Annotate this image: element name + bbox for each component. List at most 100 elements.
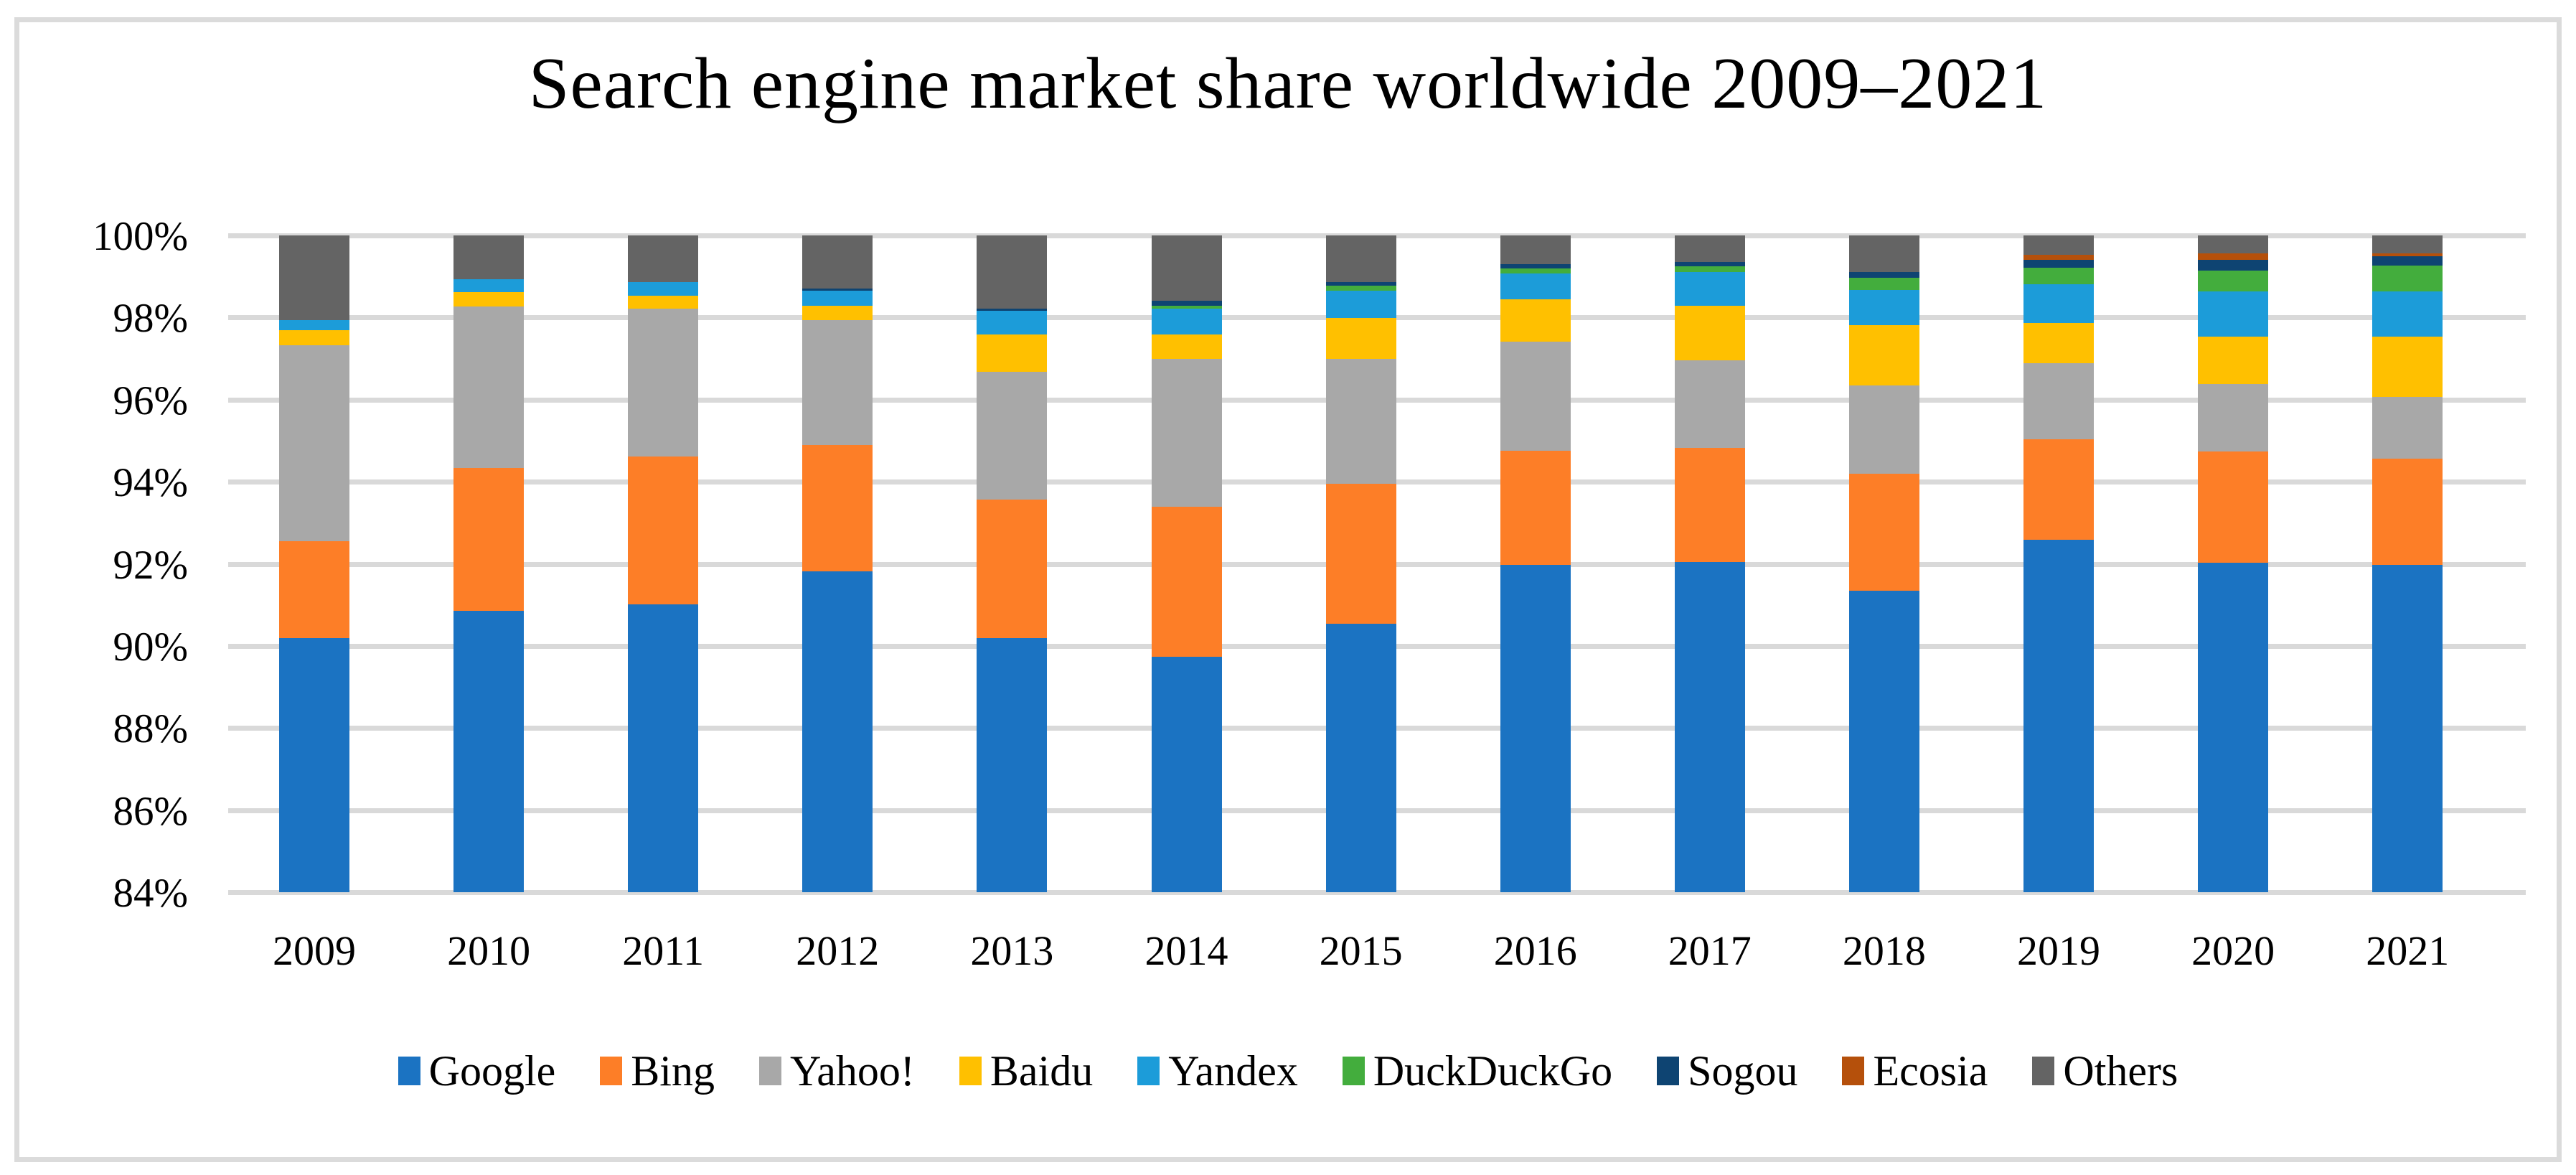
- y-axis-tick-label: 84%: [113, 871, 188, 917]
- bar-segment-2013-google: [977, 638, 1048, 893]
- y-axis-tick-label: 98%: [113, 296, 188, 342]
- bar-segment-2012-yahoo: [802, 319, 873, 445]
- bar-segment-2011-others: [628, 235, 699, 283]
- legend-label: Others: [2063, 1047, 2178, 1095]
- legend-swatch-icon: [1137, 1057, 1160, 1085]
- bar-segment-2018-yandex: [1848, 289, 1919, 326]
- bar-segment-2016-others: [1500, 235, 1571, 265]
- bar-segment-2015-duckduckgo: [1325, 286, 1396, 291]
- bar-segment-2021-bing: [2372, 459, 2443, 565]
- bar-segment-2016-duckduckgo: [1500, 268, 1571, 273]
- legend-swatch-icon: [2032, 1057, 2055, 1085]
- bar-segment-2012-sogou: [802, 289, 873, 291]
- bar-segment-2010-google: [453, 610, 525, 893]
- y-axis-tick-label: 88%: [113, 706, 188, 752]
- bar-segment-2020-bing: [2198, 451, 2269, 563]
- legend-swatch-icon: [398, 1057, 420, 1085]
- bar-segment-2013-others: [977, 235, 1048, 309]
- legend-label: Yahoo!: [789, 1047, 915, 1095]
- legend-item-yandex: Yandex: [1137, 1049, 1298, 1092]
- legend-label: Yandex: [1168, 1047, 1298, 1095]
- bar-segment-2019-yahoo: [2023, 363, 2094, 439]
- bar-segment-2009-baidu: [279, 330, 349, 345]
- legend-item-sogou: Sogou: [1657, 1049, 1797, 1092]
- bar-segment-2009-yahoo: [279, 345, 349, 542]
- bar-segment-2021-duckduckgo: [2372, 266, 2443, 292]
- bar-segment-2013-yahoo: [977, 371, 1048, 500]
- x-axis-tick-label: 2017: [1668, 927, 1752, 974]
- legend-label: Bing: [631, 1047, 715, 1095]
- bar-segment-2014-others: [1151, 235, 1222, 301]
- bar-segment-2018-others: [1848, 235, 1919, 272]
- bar-segment-2014-bing: [1151, 507, 1222, 657]
- legend: Google Bing Yahoo! Baidu Yandex DuckDuckGo Sog…: [0, 1049, 2576, 1092]
- bar-segment-2018-google: [1848, 590, 1919, 893]
- bar-segment-2014-yandex: [1151, 308, 1222, 334]
- bar-segment-2017-yandex: [1674, 272, 1745, 306]
- bar-segment-2016-yahoo: [1500, 342, 1571, 451]
- bar-segment-2012-yandex: [802, 291, 873, 306]
- bar-segment-2019-duckduckgo: [2023, 267, 2094, 285]
- bar-segment-2010-yandex: [453, 279, 525, 292]
- bar-segment-2012-others: [802, 235, 873, 289]
- bar-segment-2012-baidu: [802, 306, 873, 320]
- bar-segment-2016-bing: [1500, 451, 1571, 566]
- x-axis-tick-label: 2013: [970, 927, 1054, 974]
- bar-segment-2009-bing: [279, 541, 349, 638]
- legend-swatch-icon: [1657, 1057, 1680, 1085]
- legend-item-bing: Bing: [600, 1049, 715, 1092]
- bar-segment-2013-bing: [977, 500, 1048, 639]
- figure-border: [14, 17, 2562, 1162]
- x-axis-tick-label: 2011: [622, 927, 705, 974]
- bar-segment-2019-others: [2023, 235, 2094, 255]
- bar-segment-2013-yandex: [977, 311, 1048, 334]
- bar-segment-2019-bing: [2023, 439, 2094, 540]
- bar-segment-2020-google: [2198, 563, 2269, 893]
- bar-segment-2017-yahoo: [1674, 360, 1745, 449]
- bar-segment-2010-others: [453, 235, 525, 280]
- y-axis-tick-label: 92%: [113, 542, 188, 588]
- bar-segment-2019-sogou: [2023, 259, 2094, 268]
- bar-segment-2020-yandex: [2198, 291, 2269, 337]
- bar-segment-2009-others: [279, 235, 349, 321]
- legend-swatch-icon: [1342, 1057, 1365, 1085]
- bar-segment-2019-ecosia: [2023, 254, 2094, 260]
- bar-segment-2020-others: [2198, 235, 2269, 254]
- x-axis-tick-label: 2021: [2366, 927, 2450, 974]
- bar-segment-2015-yandex: [1325, 290, 1396, 318]
- bar-segment-2016-sogou: [1500, 264, 1571, 268]
- legend-item-google: Google: [398, 1049, 555, 1092]
- bar-segment-2011-yahoo: [628, 309, 699, 457]
- chart-title: Search engine market share worldwide 200…: [528, 43, 2048, 124]
- bar-segment-2015-google: [1325, 623, 1396, 893]
- bar-segment-2014-sogou: [1151, 300, 1222, 306]
- bar-segment-2017-sogou: [1674, 262, 1745, 266]
- bar-segment-2011-google: [628, 604, 699, 893]
- gridline-84: [228, 890, 2526, 896]
- bar-segment-2021-others: [2372, 235, 2443, 253]
- bar-segment-2017-others: [1674, 235, 1745, 263]
- bar-segment-2021-sogou: [2372, 256, 2443, 266]
- bar-segment-2015-baidu: [1325, 317, 1396, 359]
- bar-segment-2020-sogou: [2198, 259, 2269, 271]
- bar-segment-2021-yahoo: [2372, 397, 2443, 459]
- x-axis-tick-label: 2019: [2017, 927, 2100, 974]
- bar-segment-2011-yandex: [628, 282, 699, 296]
- y-axis-tick-label: 100%: [93, 214, 188, 259]
- bar-segment-2017-bing: [1674, 448, 1745, 562]
- bar-segment-2018-sogou: [1848, 271, 1919, 278]
- bar-segment-2020-ecosia: [2198, 253, 2269, 260]
- bar-segment-2011-bing: [628, 456, 699, 605]
- bar-segment-2016-google: [1500, 565, 1571, 893]
- x-axis-tick-label: 2014: [1144, 927, 1228, 974]
- bar-segment-2020-yahoo: [2198, 384, 2269, 452]
- bar-segment-2014-google: [1151, 656, 1222, 893]
- bar-segment-2012-google: [802, 571, 873, 893]
- bar-segment-2019-google: [2023, 540, 2094, 893]
- x-axis-tick-label: 2012: [796, 927, 880, 974]
- bar-segment-2015-bing: [1325, 484, 1396, 624]
- bar-segment-2021-yandex: [2372, 291, 2443, 337]
- bar-segment-2010-bing: [453, 467, 525, 611]
